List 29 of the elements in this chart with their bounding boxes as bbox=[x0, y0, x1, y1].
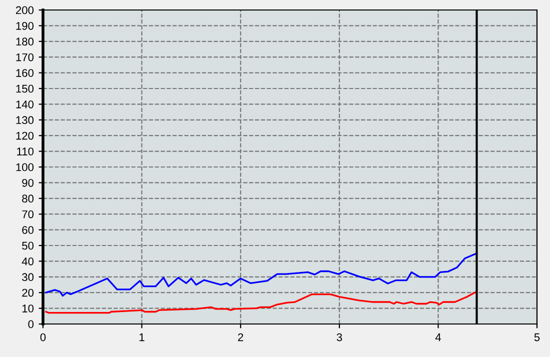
y-tick-label: 40 bbox=[22, 257, 34, 266]
y-tick-label: 90 bbox=[22, 178, 34, 187]
y-tick-label: 120 bbox=[16, 132, 34, 140]
y-tick-label: 20 bbox=[22, 288, 34, 297]
x-tick-label: 0 bbox=[40, 333, 46, 342]
y-tick-label: 150 bbox=[16, 84, 34, 93]
line-series bbox=[45, 252, 478, 297]
y-tick-label: 10 bbox=[22, 304, 34, 312]
y-tick-label: 30 bbox=[22, 273, 34, 282]
y-tick-label: 80 bbox=[22, 194, 34, 203]
x-tick-label: 2 bbox=[238, 333, 244, 342]
y-tick-label: 190 bbox=[16, 22, 34, 30]
x-tick-label: 4 bbox=[435, 333, 441, 342]
y-tick-label: 100 bbox=[16, 163, 34, 172]
y-tick-label: 0 bbox=[28, 320, 34, 328]
y-tick-label: 140 bbox=[16, 100, 34, 108]
y-tick-label: 170 bbox=[16, 53, 34, 62]
line-series bbox=[45, 290, 478, 314]
x-tick-label: 3 bbox=[336, 333, 342, 342]
x-tick-label: 5 bbox=[534, 333, 540, 342]
y-tick-label: 130 bbox=[16, 116, 34, 124]
y-tick-label: 50 bbox=[22, 242, 34, 250]
y-tick-label: 180 bbox=[16, 38, 34, 46]
y-tick-label: 200 bbox=[16, 6, 34, 14]
y-tick-label: 70 bbox=[22, 210, 34, 218]
y-tick-label: 160 bbox=[16, 69, 34, 77]
x-tick-label: 1 bbox=[140, 333, 144, 342]
y-tick-label: 60 bbox=[22, 226, 34, 234]
y-tick-label: 110 bbox=[17, 148, 34, 156]
